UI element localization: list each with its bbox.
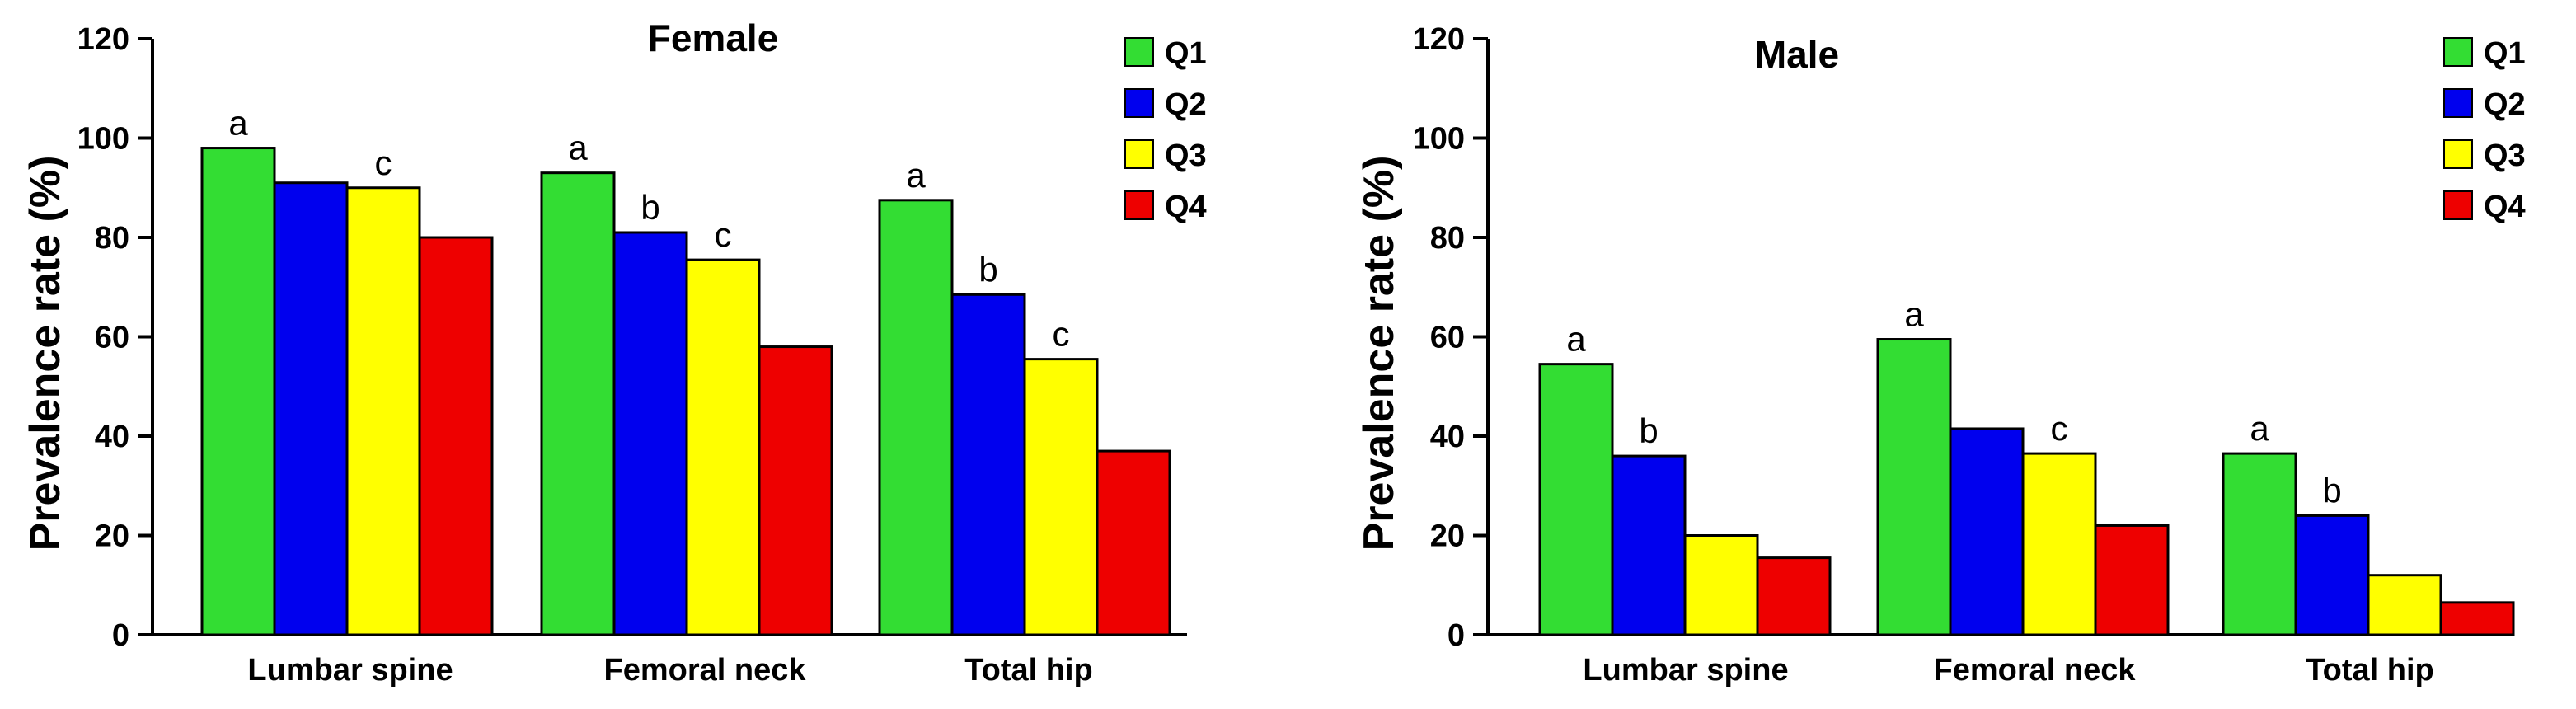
significance-label: a bbox=[2250, 409, 2269, 448]
y-tick-label: 80 bbox=[1430, 221, 1465, 256]
y-axis-title: Prevalence rate (%) bbox=[21, 156, 69, 552]
bar-q2-femoral-neck bbox=[1949, 427, 2025, 636]
legend-swatch-q4 bbox=[1124, 190, 1154, 220]
bar-q1-lumbar-spine bbox=[200, 147, 276, 636]
x-category-label: Total hip bbox=[964, 653, 1093, 688]
significance-label: a bbox=[568, 129, 588, 167]
bar-q1-lumbar-spine bbox=[1538, 363, 1614, 636]
legend-label: Q1 bbox=[2484, 36, 2526, 71]
legend-label: Q3 bbox=[1165, 139, 1207, 173]
bar-q4-femoral-neck bbox=[758, 345, 833, 636]
x-category-label: Lumbar spine bbox=[247, 653, 453, 688]
y-tick-label: 40 bbox=[1430, 420, 1465, 454]
legend-label: Q4 bbox=[2484, 190, 2526, 224]
y-tick-label: 0 bbox=[112, 618, 129, 653]
bar-q2-lumbar-spine bbox=[1611, 454, 1687, 636]
y-tick-label: 120 bbox=[1413, 22, 1465, 57]
y-tick-label: 100 bbox=[1413, 122, 1465, 157]
x-category-label: Lumbar spine bbox=[1583, 653, 1788, 688]
y-tick-label: 20 bbox=[95, 519, 129, 554]
bar-q4-femoral-neck bbox=[2094, 524, 2170, 636]
y-tick-label: 120 bbox=[77, 22, 129, 57]
bar-q2-femoral-neck bbox=[612, 231, 688, 636]
legend-swatch-q4 bbox=[2443, 190, 2473, 220]
chart-title: Male bbox=[1755, 33, 1839, 76]
chart-title: Female bbox=[648, 16, 779, 59]
legend-label: Q1 bbox=[1165, 36, 1207, 71]
bar-q3-femoral-neck bbox=[2021, 452, 2097, 636]
bar-q3-total-hip bbox=[1023, 358, 1099, 636]
bar-q4-total-hip bbox=[1096, 449, 1171, 636]
legend-swatch-q2 bbox=[1124, 88, 1154, 118]
significance-label: c bbox=[375, 143, 392, 182]
significance-label: a bbox=[228, 104, 248, 143]
bar-q1-total-hip bbox=[878, 199, 954, 636]
bar-q1-total-hip bbox=[2222, 452, 2297, 636]
significance-label: c bbox=[1053, 315, 1070, 354]
bar-q1-femoral-neck bbox=[540, 171, 616, 636]
significance-label: b bbox=[2322, 471, 2341, 509]
bar-q2-total-hip bbox=[950, 293, 1026, 636]
x-category-label: Total hip bbox=[2306, 653, 2434, 688]
significance-label: a bbox=[906, 156, 926, 195]
legend-label: Q3 bbox=[2484, 139, 2526, 173]
significance-label: c bbox=[2051, 409, 2068, 448]
legend-label: Q2 bbox=[2484, 87, 2526, 122]
y-axis-title: Prevalence rate (%) bbox=[1355, 156, 1403, 552]
bar-q2-lumbar-spine bbox=[273, 181, 349, 636]
y-tick-label: 40 bbox=[95, 420, 129, 454]
y-tick-label: 100 bbox=[77, 122, 129, 157]
significance-label: b bbox=[978, 250, 997, 289]
significance-label: c bbox=[715, 215, 732, 254]
legend-swatch-q1 bbox=[2443, 37, 2473, 67]
y-tick-label: 60 bbox=[1430, 321, 1465, 355]
bar-q4-total-hip bbox=[2439, 601, 2515, 636]
bar-q2-total-hip bbox=[2294, 514, 2370, 636]
chart-panel-male: 0 20 40 60 80 100 120 Prevalence rate (%) Male a b… bbox=[1355, 22, 2526, 688]
legend-swatch-q2 bbox=[2443, 88, 2473, 118]
y-tick-label: 80 bbox=[95, 221, 129, 256]
significance-label: a bbox=[1904, 295, 1924, 334]
legend-label: Q2 bbox=[1165, 87, 1207, 122]
legend-swatch-q3 bbox=[2443, 139, 2473, 169]
y-tick-label: 20 bbox=[1430, 519, 1465, 554]
x-category-label: Femoral neck bbox=[1934, 653, 2137, 688]
significance-label: b bbox=[640, 188, 659, 227]
bar-q3-lumbar-spine bbox=[345, 186, 421, 636]
significance-label: a bbox=[1566, 320, 1586, 359]
x-category-label: Femoral neck bbox=[604, 653, 807, 688]
y-tick-label: 0 bbox=[1448, 618, 1465, 653]
bar-q3-total-hip bbox=[2367, 574, 2442, 636]
chart-panel-female: 0 20 40 60 80 100 120 Prevalence rate (%) Female… bbox=[21, 16, 1207, 688]
legend-swatch-q1 bbox=[1124, 37, 1154, 67]
legend-swatch-q3 bbox=[1124, 139, 1154, 169]
bar-q3-lumbar-spine bbox=[1683, 534, 1759, 636]
bar-q1-femoral-neck bbox=[1876, 338, 1952, 636]
significance-label: b bbox=[1639, 411, 1658, 450]
bar-q3-femoral-neck bbox=[685, 258, 761, 636]
bar-q4-lumbar-spine bbox=[1756, 556, 1832, 636]
bar-q4-lumbar-spine bbox=[418, 236, 494, 636]
legend-label: Q4 bbox=[1165, 190, 1207, 224]
y-tick-label: 60 bbox=[95, 321, 129, 355]
